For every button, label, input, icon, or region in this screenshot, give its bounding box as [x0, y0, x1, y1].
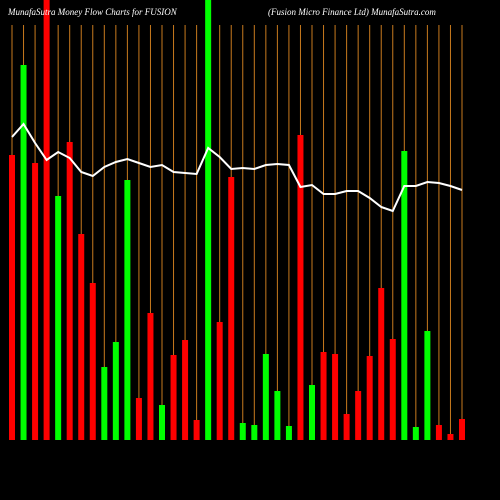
chart-subtitle: (Fusion Micro Finance Ltd) MunafaSutra.c… [268, 7, 436, 17]
bar [251, 425, 258, 440]
bar [285, 426, 292, 440]
bar [159, 405, 165, 440]
bar [135, 398, 142, 440]
bar [412, 427, 419, 440]
bar [401, 151, 408, 440]
bar [55, 196, 62, 440]
bar [262, 354, 269, 440]
bar [205, 0, 212, 440]
bar [239, 423, 246, 440]
bar [309, 385, 315, 440]
bar [274, 391, 281, 440]
bar [435, 425, 442, 440]
bar [216, 322, 223, 440]
bar [20, 65, 27, 440]
bar [43, 0, 50, 440]
bar [228, 177, 235, 440]
bar [320, 352, 327, 440]
bar [89, 283, 96, 440]
bar [378, 288, 385, 440]
bar [332, 354, 339, 440]
bar [182, 340, 189, 440]
bar [32, 163, 39, 440]
bar [147, 313, 154, 440]
bar [66, 142, 73, 440]
line [11, 122, 463, 213]
bar [447, 434, 454, 440]
bar [366, 356, 373, 440]
bar [297, 135, 304, 440]
bar [9, 155, 15, 440]
bar [343, 414, 350, 440]
chart-title: MunafaSutra Money Flow Charts for FUSION [7, 7, 178, 17]
bar [193, 420, 200, 440]
bar [424, 331, 431, 440]
bar [170, 355, 177, 440]
bar [389, 339, 396, 440]
bars [9, 0, 465, 440]
bar [78, 234, 85, 440]
bar [112, 342, 119, 440]
bar [124, 180, 131, 440]
bar [101, 367, 108, 440]
bar [355, 391, 362, 440]
bar [459, 419, 465, 440]
